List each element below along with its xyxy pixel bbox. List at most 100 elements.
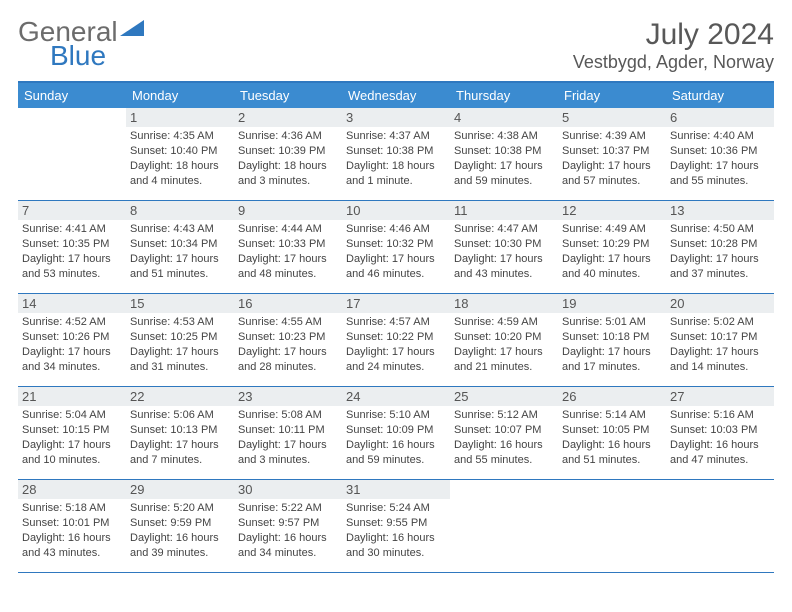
sunset-text: Sunset: 10:22 PM	[346, 330, 446, 345]
sunrise-text: Sunrise: 5:20 AM	[130, 501, 230, 516]
daylight-text: Daylight: 17 hours and 24 minutes.	[346, 345, 446, 375]
weekday-header: Wednesday	[342, 83, 450, 108]
calendar-day-cell: 19Sunrise: 5:01 AMSunset: 10:18 PMDaylig…	[558, 294, 666, 387]
calendar-day-cell: 2Sunrise: 4:36 AMSunset: 10:39 PMDayligh…	[234, 108, 342, 201]
calendar-day-cell: 16Sunrise: 4:55 AMSunset: 10:23 PMDaylig…	[234, 294, 342, 387]
day-number: 4	[450, 108, 558, 127]
sunset-text: Sunset: 10:15 PM	[22, 423, 122, 438]
calendar-day-cell: 31Sunrise: 5:24 AMSunset: 9:55 PMDayligh…	[342, 480, 450, 573]
calendar-day-cell: 20Sunrise: 5:02 AMSunset: 10:17 PMDaylig…	[666, 294, 774, 387]
calendar-week-row: 21Sunrise: 5:04 AMSunset: 10:15 PMDaylig…	[18, 387, 774, 480]
daylight-text: Daylight: 17 hours and 28 minutes.	[238, 345, 338, 375]
sunrise-text: Sunrise: 4:50 AM	[670, 222, 770, 237]
calendar-day-cell: 27Sunrise: 5:16 AMSunset: 10:03 PMDaylig…	[666, 387, 774, 480]
calendar-day-cell: 5Sunrise: 4:39 AMSunset: 10:37 PMDayligh…	[558, 108, 666, 201]
day-details: Sunrise: 5:18 AMSunset: 10:01 PMDaylight…	[18, 499, 126, 562]
logo: General Blue	[18, 18, 144, 70]
daylight-text: Daylight: 16 hours and 59 minutes.	[346, 438, 446, 468]
day-details: Sunrise: 5:04 AMSunset: 10:15 PMDaylight…	[18, 406, 126, 469]
sunset-text: Sunset: 10:38 PM	[346, 144, 446, 159]
calendar-day-cell: 30Sunrise: 5:22 AMSunset: 9:57 PMDayligh…	[234, 480, 342, 573]
sunrise-text: Sunrise: 4:46 AM	[346, 222, 446, 237]
daylight-text: Daylight: 16 hours and 55 minutes.	[454, 438, 554, 468]
daylight-text: Daylight: 17 hours and 21 minutes.	[454, 345, 554, 375]
sunset-text: Sunset: 10:11 PM	[238, 423, 338, 438]
sunset-text: Sunset: 10:33 PM	[238, 237, 338, 252]
calendar-day-cell	[450, 480, 558, 573]
sunset-text: Sunset: 10:13 PM	[130, 423, 230, 438]
weekday-header: Tuesday	[234, 83, 342, 108]
sunset-text: Sunset: 10:32 PM	[346, 237, 446, 252]
sunrise-text: Sunrise: 4:59 AM	[454, 315, 554, 330]
day-number: 31	[342, 480, 450, 499]
daylight-text: Daylight: 17 hours and 31 minutes.	[130, 345, 230, 375]
sunrise-text: Sunrise: 4:57 AM	[346, 315, 446, 330]
calendar-grid: Sunday Monday Tuesday Wednesday Thursday…	[18, 83, 774, 573]
day-details: Sunrise: 4:40 AMSunset: 10:36 PMDaylight…	[666, 127, 774, 190]
calendar-week-row: 1Sunrise: 4:35 AMSunset: 10:40 PMDayligh…	[18, 108, 774, 201]
day-number: 16	[234, 294, 342, 313]
daylight-text: Daylight: 18 hours and 4 minutes.	[130, 159, 230, 189]
day-details: Sunrise: 4:53 AMSunset: 10:25 PMDaylight…	[126, 313, 234, 376]
daylight-text: Daylight: 17 hours and 43 minutes.	[454, 252, 554, 282]
day-details: Sunrise: 4:43 AMSunset: 10:34 PMDaylight…	[126, 220, 234, 283]
calendar-day-cell: 7Sunrise: 4:41 AMSunset: 10:35 PMDayligh…	[18, 201, 126, 294]
sunset-text: Sunset: 10:18 PM	[562, 330, 662, 345]
sunrise-text: Sunrise: 4:53 AM	[130, 315, 230, 330]
calendar-day-cell	[558, 480, 666, 573]
calendar-day-cell	[666, 480, 774, 573]
day-number: 2	[234, 108, 342, 127]
calendar-day-cell: 8Sunrise: 4:43 AMSunset: 10:34 PMDayligh…	[126, 201, 234, 294]
day-number: 22	[126, 387, 234, 406]
calendar-week-row: 7Sunrise: 4:41 AMSunset: 10:35 PMDayligh…	[18, 201, 774, 294]
sunset-text: Sunset: 9:59 PM	[130, 516, 230, 531]
day-details: Sunrise: 4:41 AMSunset: 10:35 PMDaylight…	[18, 220, 126, 283]
daylight-text: Daylight: 16 hours and 51 minutes.	[562, 438, 662, 468]
day-number: 27	[666, 387, 774, 406]
day-details: Sunrise: 5:14 AMSunset: 10:05 PMDaylight…	[558, 406, 666, 469]
calendar-day-cell: 1Sunrise: 4:35 AMSunset: 10:40 PMDayligh…	[126, 108, 234, 201]
calendar-day-cell: 17Sunrise: 4:57 AMSunset: 10:22 PMDaylig…	[342, 294, 450, 387]
day-number: 30	[234, 480, 342, 499]
day-number: 20	[666, 294, 774, 313]
daylight-text: Daylight: 17 hours and 57 minutes.	[562, 159, 662, 189]
sunrise-text: Sunrise: 5:02 AM	[670, 315, 770, 330]
day-number: 21	[18, 387, 126, 406]
calendar-day-cell: 23Sunrise: 5:08 AMSunset: 10:11 PMDaylig…	[234, 387, 342, 480]
calendar-week-row: 28Sunrise: 5:18 AMSunset: 10:01 PMDaylig…	[18, 480, 774, 573]
sunset-text: Sunset: 10:37 PM	[562, 144, 662, 159]
weekday-header: Sunday	[18, 83, 126, 108]
logo-text-block: General Blue	[18, 18, 144, 70]
day-number: 13	[666, 201, 774, 220]
day-number: 6	[666, 108, 774, 127]
day-details: Sunrise: 5:10 AMSunset: 10:09 PMDaylight…	[342, 406, 450, 469]
daylight-text: Daylight: 17 hours and 10 minutes.	[22, 438, 122, 468]
day-details: Sunrise: 4:46 AMSunset: 10:32 PMDaylight…	[342, 220, 450, 283]
daylight-text: Daylight: 17 hours and 40 minutes.	[562, 252, 662, 282]
day-number: 5	[558, 108, 666, 127]
daylight-text: Daylight: 17 hours and 53 minutes.	[22, 252, 122, 282]
sunset-text: Sunset: 10:34 PM	[130, 237, 230, 252]
sunrise-text: Sunrise: 5:14 AM	[562, 408, 662, 423]
daylight-text: Daylight: 17 hours and 7 minutes.	[130, 438, 230, 468]
daylight-text: Daylight: 17 hours and 3 minutes.	[238, 438, 338, 468]
day-details: Sunrise: 5:16 AMSunset: 10:03 PMDaylight…	[666, 406, 774, 469]
day-details: Sunrise: 4:50 AMSunset: 10:28 PMDaylight…	[666, 220, 774, 283]
sunrise-text: Sunrise: 4:38 AM	[454, 129, 554, 144]
day-details: Sunrise: 5:24 AMSunset: 9:55 PMDaylight:…	[342, 499, 450, 562]
daylight-text: Daylight: 16 hours and 30 minutes.	[346, 531, 446, 561]
weekday-header: Monday	[126, 83, 234, 108]
calendar-day-cell: 26Sunrise: 5:14 AMSunset: 10:05 PMDaylig…	[558, 387, 666, 480]
calendar-day-cell: 21Sunrise: 5:04 AMSunset: 10:15 PMDaylig…	[18, 387, 126, 480]
day-number: 1	[126, 108, 234, 127]
sunset-text: Sunset: 10:25 PM	[130, 330, 230, 345]
daylight-text: Daylight: 16 hours and 34 minutes.	[238, 531, 338, 561]
calendar-day-cell: 28Sunrise: 5:18 AMSunset: 10:01 PMDaylig…	[18, 480, 126, 573]
day-details: Sunrise: 4:37 AMSunset: 10:38 PMDaylight…	[342, 127, 450, 190]
weekday-header: Saturday	[666, 83, 774, 108]
sunrise-text: Sunrise: 5:18 AM	[22, 501, 122, 516]
day-number: 3	[342, 108, 450, 127]
sunrise-text: Sunrise: 4:44 AM	[238, 222, 338, 237]
day-details: Sunrise: 5:22 AMSunset: 9:57 PMDaylight:…	[234, 499, 342, 562]
day-number: 9	[234, 201, 342, 220]
